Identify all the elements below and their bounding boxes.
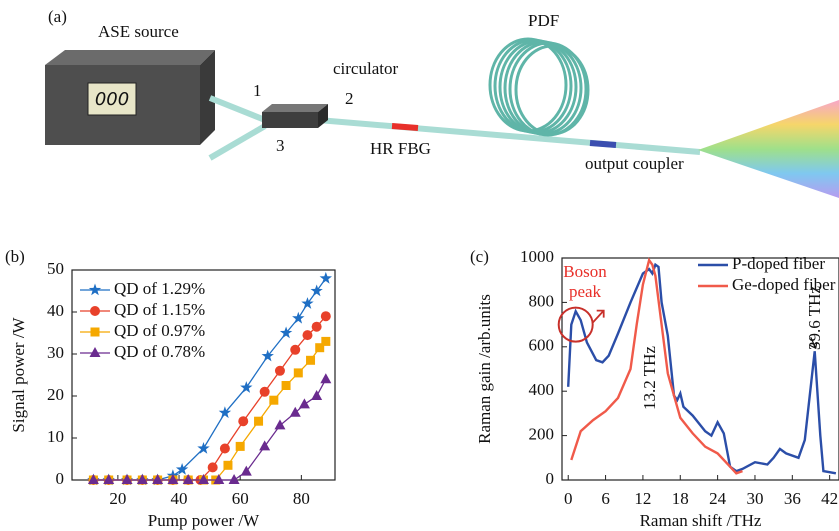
x-tick-label: 12: [634, 489, 651, 508]
setup-diagram: 000 (a) ASE source circulator PDF 1 2 3 …: [45, 7, 839, 198]
data-point: [240, 381, 252, 393]
x-tick-label: 24: [709, 489, 727, 508]
data-point: [320, 373, 331, 383]
output-beam: [698, 100, 839, 198]
port-label: 3: [276, 136, 285, 155]
x-tick-label: 42: [821, 489, 838, 508]
y-tick-label: 200: [529, 425, 555, 444]
panel-label: (b): [5, 247, 25, 266]
port-label: 1: [253, 81, 262, 100]
annotation: Boson: [563, 262, 607, 281]
chart: 0 6 12 18 24 30 36 42 0 200 400 600 800 1000 (c) Raman …: [470, 247, 839, 530]
x-tick-label: 80: [293, 489, 310, 508]
y-tick-label: 400: [529, 380, 555, 399]
data-point: [292, 312, 304, 324]
data-point: [321, 337, 330, 346]
ase-label: ASE source: [98, 22, 179, 41]
y-tick-label: 1000: [520, 247, 554, 266]
y-tick-label: 600: [529, 336, 555, 355]
data-point: [236, 442, 245, 451]
annotation: peak: [569, 282, 602, 301]
x-tick-label: 0: [564, 489, 573, 508]
y-axis-label: Raman gain /arb.units: [475, 294, 494, 444]
legend-marker: [91, 328, 100, 337]
data-point: [238, 416, 248, 426]
pdf-coil: [490, 39, 588, 135]
data-point: [290, 345, 300, 355]
data-point: [254, 417, 263, 426]
y-tick-label: 20: [47, 385, 64, 404]
x-tick-label: 20: [109, 489, 126, 508]
y-tick-label: 0: [56, 469, 65, 488]
legend-marker: [89, 284, 101, 296]
x-tick-label: 6: [601, 489, 610, 508]
data-point: [275, 366, 285, 376]
data-point: [312, 322, 322, 332]
legend-label: QD of 1.15%: [114, 300, 205, 319]
output-coupler-label: output coupler: [585, 154, 684, 173]
arrow: [593, 311, 604, 323]
panel-label: (a): [48, 7, 67, 26]
data-point: [229, 474, 240, 484]
data-point: [269, 396, 278, 405]
data-point: [311, 390, 322, 400]
circulator-label: circulator: [333, 59, 398, 78]
data-point: [223, 461, 232, 470]
port-label: 2: [345, 89, 354, 108]
ase-box-top: [45, 50, 215, 65]
y-tick-label: 30: [47, 343, 64, 362]
data-point: [274, 419, 285, 429]
x-tick-label: 40: [171, 489, 188, 508]
data-point: [299, 398, 310, 408]
y-tick-label: 50: [47, 259, 64, 278]
y-tick-label: 0: [546, 469, 555, 488]
chart: 20 40 60 80 0 10 20 30 40 50 (b) Pump power /W Signa…: [5, 247, 335, 530]
circulator-top: [262, 104, 328, 112]
data-point: [260, 387, 270, 397]
data-point: [294, 368, 303, 377]
x-axis-label: Pump power /W: [148, 511, 260, 530]
panel-label: (c): [470, 247, 489, 266]
data-point: [320, 272, 332, 284]
y-axis-label: Signal power /W: [9, 316, 28, 432]
x-tick-label: 36: [784, 489, 801, 508]
data-point: [311, 285, 323, 297]
series-line: [93, 316, 325, 480]
legend-label: P-doped fiber: [732, 254, 825, 273]
legend-label: QD of 0.78%: [114, 342, 205, 361]
legend-marker: [90, 347, 101, 357]
display-text: 000: [95, 89, 129, 110]
data-point: [301, 297, 313, 309]
output-coupler-mark: [590, 143, 616, 145]
fiber: [210, 126, 265, 158]
annotation: 13.2 THz: [640, 346, 659, 410]
annotation: 39.6 THz: [805, 286, 824, 350]
legend-label: QD of 1.29%: [114, 279, 205, 298]
fiber: [210, 98, 265, 120]
legend-marker: [90, 306, 100, 316]
hr-fbg-label: HR FBG: [370, 139, 431, 158]
figure: 000 (a) ASE source circulator PDF 1 2 3 …: [0, 0, 839, 531]
y-tick-label: 40: [47, 301, 64, 320]
data-point: [208, 462, 218, 472]
data-point: [282, 381, 291, 390]
series-line: [93, 341, 325, 480]
pdf-label: PDF: [528, 11, 559, 30]
y-tick-label: 10: [47, 427, 64, 446]
data-point: [306, 356, 315, 365]
data-point: [220, 444, 230, 454]
legend-label: QD of 0.97%: [114, 321, 205, 340]
x-tick-label: 60: [232, 489, 249, 508]
hr-fbg-mark: [392, 126, 418, 128]
x-axis-label: Raman shift /THz: [640, 511, 762, 530]
data-point: [302, 330, 312, 340]
x-tick-label: 18: [672, 489, 689, 508]
data-point: [321, 311, 331, 321]
circulator-box: [262, 112, 318, 128]
x-tick-label: 30: [746, 489, 763, 508]
y-tick-label: 800: [529, 291, 555, 310]
